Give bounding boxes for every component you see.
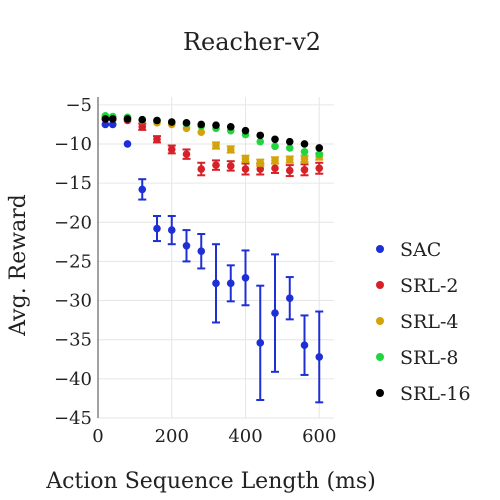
data-point	[182, 150, 191, 158]
data-point	[285, 144, 294, 152]
data-point	[226, 145, 235, 154]
data-point	[285, 155, 294, 164]
data-point	[226, 279, 235, 288]
legend-label: SRL-4	[400, 311, 458, 333]
data-point	[212, 161, 220, 169]
data-point	[212, 141, 220, 150]
data-point	[153, 116, 161, 125]
series-sac	[101, 120, 324, 404]
data-point	[315, 144, 324, 152]
legend-item-srl-2[interactable]: SRL-2	[376, 275, 458, 297]
y-tick-labels: −5 −10 −15 −20 −25 −30 −35 −40 −45	[54, 95, 92, 429]
data-point	[300, 155, 309, 163]
data-point	[271, 309, 279, 317]
data-point	[241, 155, 250, 163]
data-point	[300, 148, 309, 156]
data-point	[167, 118, 176, 126]
data-point	[241, 165, 250, 173]
data-point	[138, 185, 147, 194]
data-point	[315, 164, 324, 173]
data-point	[167, 226, 176, 234]
legend-swatch	[376, 281, 384, 289]
legend-swatch	[376, 389, 384, 397]
y-tick-label: −35	[54, 330, 92, 351]
y-tick-label: −15	[54, 173, 92, 194]
legend-label: SRL-8	[400, 347, 458, 369]
data-point	[256, 158, 265, 167]
data-point	[197, 165, 206, 173]
chart-title: Reacher-v2	[183, 28, 321, 56]
x-axis-label: Action Sequence Length (ms)	[45, 469, 376, 494]
data-point	[153, 135, 161, 144]
y-axis-label: Avg. Reward	[6, 194, 31, 337]
data-point	[241, 126, 250, 135]
data-point	[300, 166, 309, 174]
x-tick-label: 200	[155, 426, 189, 447]
x-tick-label: 400	[228, 426, 262, 447]
data-point	[271, 156, 279, 165]
legend-item-sac[interactable]: SAC	[376, 239, 441, 261]
legend-label: SAC	[400, 239, 441, 261]
data-point	[226, 162, 235, 170]
data-point	[167, 145, 176, 154]
data-point	[256, 339, 265, 347]
series-srl-8	[101, 111, 324, 158]
data-point	[108, 120, 117, 129]
data-point	[182, 119, 191, 127]
y-tick-label: −5	[65, 95, 92, 116]
x-tick-labels: 0 200 400 600	[92, 426, 336, 447]
data-point	[271, 135, 279, 144]
legend-item-srl-16[interactable]: SRL-16	[376, 383, 471, 405]
legend-label: SRL-16	[400, 383, 471, 405]
data-point	[182, 241, 191, 250]
data-point	[197, 128, 206, 137]
y-tick-label: −20	[54, 212, 92, 233]
legend[interactable]: SAC SRL-2 SRL-4 SRL-8 SRL-16	[376, 239, 471, 405]
data-point	[285, 166, 294, 175]
data-point	[101, 120, 110, 129]
y-tick-label: −45	[54, 408, 92, 429]
data-point	[315, 353, 324, 361]
data-point	[256, 131, 265, 140]
x-tick-label: 0	[92, 426, 103, 447]
legend-swatch	[376, 353, 384, 361]
data-point	[300, 140, 309, 148]
legend-item-srl-8[interactable]: SRL-8	[376, 347, 458, 369]
legend-label: SRL-2	[400, 275, 458, 297]
data-point	[153, 224, 161, 233]
data-point	[271, 164, 279, 173]
y-tick-label: −25	[54, 251, 92, 272]
data-point	[300, 341, 309, 349]
data-point	[197, 247, 206, 256]
legend-swatch	[376, 245, 384, 253]
y-tick-label: −40	[54, 369, 92, 390]
data-point	[212, 279, 220, 288]
data-point	[138, 115, 147, 124]
data-point	[226, 122, 235, 131]
data-point	[212, 121, 220, 129]
data-point	[138, 122, 147, 131]
y-tick-label: −30	[54, 291, 92, 312]
data-point	[315, 150, 324, 158]
data-point	[285, 294, 294, 303]
data-point	[285, 137, 294, 146]
data-point	[241, 274, 250, 282]
data-point	[256, 137, 265, 146]
data-point	[123, 140, 132, 148]
data-marks	[101, 111, 324, 404]
data-point	[101, 115, 110, 123]
legend-item-srl-4[interactable]: SRL-4	[376, 311, 458, 333]
series-srl-16	[101, 115, 324, 152]
data-point	[256, 165, 265, 173]
data-point	[271, 142, 279, 151]
data-point	[108, 115, 117, 123]
x-tick-label: 600	[302, 426, 336, 447]
data-point	[123, 115, 132, 123]
legend-swatch	[376, 317, 384, 325]
y-tick-label: −10	[54, 134, 92, 155]
data-point	[197, 120, 206, 129]
